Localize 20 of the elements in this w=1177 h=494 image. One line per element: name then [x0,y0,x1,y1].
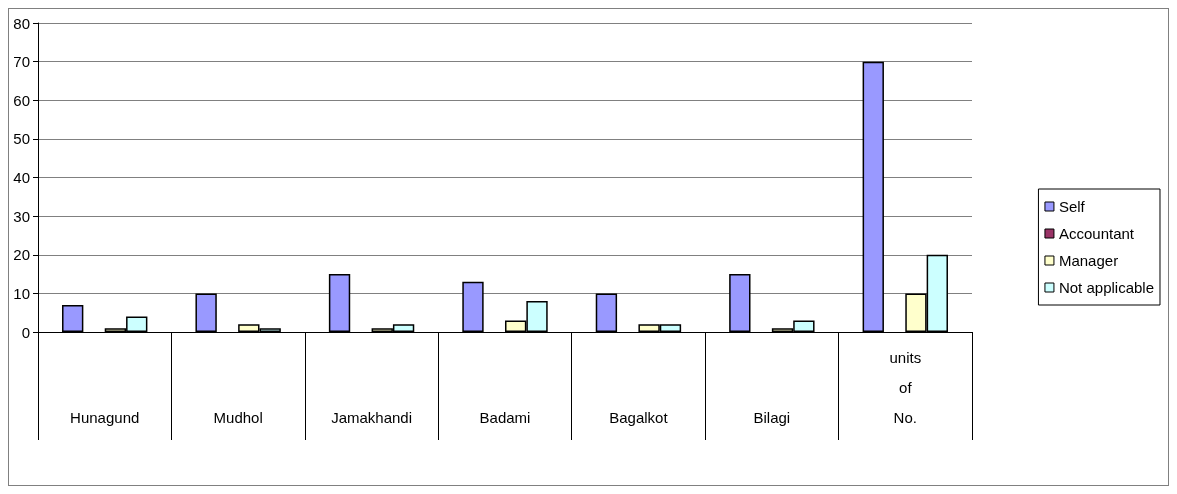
y-tick-label: 0 [21,323,30,341]
x-tick-label: Jamakhandi [331,408,413,426]
y-tick-label: 50 [13,130,30,148]
x-tick-label: Bagalkot [609,408,669,426]
x-tick-label: Badami [479,408,531,426]
x-tick-label: Mudhol [213,408,263,426]
y-tick-label: 10 [13,284,30,302]
legend-label: Not applicable [1058,279,1154,296]
y-tick-label: 30 [13,207,30,225]
y-tick-label: 20 [13,246,30,264]
legend-label: Manager [1058,252,1119,269]
y-tick-label: 40 [13,169,30,186]
y-tick-label: 60 [13,91,30,109]
x-tick-label: units of No. [889,348,922,426]
y-tick-label: 70 [13,53,30,71]
y-tick-label: 80 [13,14,30,32]
x-tick-label: Hunagund [70,408,140,426]
x-tick-label: Bilagi [753,408,791,426]
legend-label: Self [1058,198,1086,215]
legend-label: Accountant [1058,225,1135,242]
